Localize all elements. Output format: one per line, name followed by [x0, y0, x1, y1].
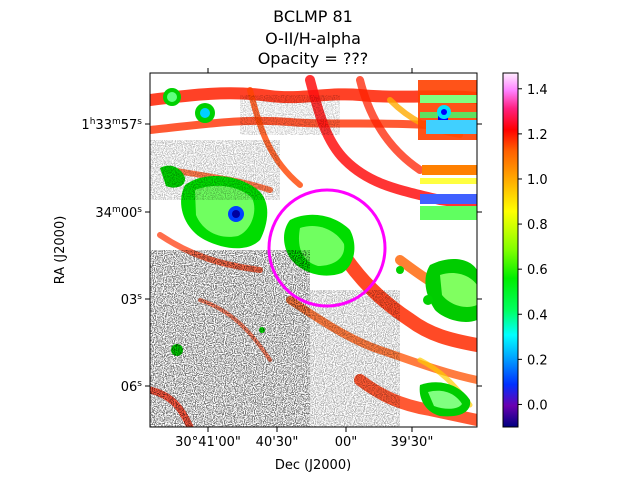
- chart-title-line-3: Opacity = ???: [258, 49, 369, 68]
- x-tick-label-4: 39'30": [391, 435, 434, 450]
- x-tick-label-3: 00": [335, 435, 358, 450]
- colorbar-tick-label-1: 0.2: [527, 353, 548, 368]
- y-tick-label-3: 03s: [121, 292, 143, 308]
- y-tick-label-4: 06s: [121, 379, 143, 395]
- colorbar-tick-label-2: 0.4: [527, 308, 548, 323]
- colorbar-tick-label-4: 0.8: [527, 218, 548, 233]
- x-axis: 30°41'00" 40'30" 00" 39'30" Dec (J2000): [175, 68, 433, 473]
- colorbar-tick-label-5: 1.0: [527, 173, 548, 188]
- speckle-noise: [150, 95, 400, 427]
- colorbar-tick-label-6: 1.2: [527, 128, 548, 143]
- plot-frame: [149, 72, 478, 428]
- colorbar: 0.0 0.2 0.4 0.6 0.8 1.0 1.2 1.4: [502, 72, 548, 428]
- y-tick-label-2: 34m00s: [95, 205, 142, 221]
- x-tick-label-1: 30°41'00": [175, 435, 241, 450]
- colorbar-tick-label-0: 0.0: [527, 398, 548, 413]
- colorbar-gradient: [502, 72, 519, 428]
- colorbar-tick-label-3: 0.6: [527, 263, 548, 278]
- image-area: [150, 73, 477, 427]
- colorbar-tick-label-7: 1.4: [527, 83, 548, 98]
- chart-title-line-2: O-II/H-alpha: [265, 29, 361, 48]
- aperture-circle: [267, 188, 387, 308]
- y-axis-label: RA (J2000): [53, 216, 68, 285]
- x-axis-label: Dec (J2000): [275, 458, 351, 473]
- x-tick-label-2: 40'30": [256, 435, 299, 450]
- y-tick-label-1: 1h33m57s: [81, 117, 142, 133]
- chart-title-line-1: BCLMP 81: [273, 7, 353, 26]
- y-axis: 1h33m57s 34m00s 03s 06s RA (J2000): [53, 117, 482, 395]
